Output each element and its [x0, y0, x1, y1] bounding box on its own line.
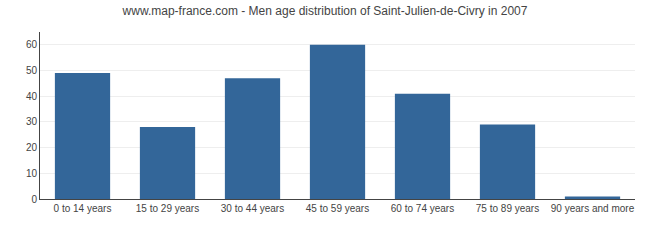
svg-text:60: 60	[26, 39, 38, 50]
svg-text:20: 20	[26, 142, 38, 153]
svg-text:0 to 14 years: 0 to 14 years	[54, 203, 112, 214]
svg-text:40: 40	[26, 91, 38, 102]
svg-text:0: 0	[31, 194, 37, 205]
svg-text:10: 10	[26, 168, 38, 179]
svg-text:75 to 89 years: 75 to 89 years	[476, 203, 539, 214]
svg-text:30: 30	[26, 116, 38, 127]
svg-text:90 years and more: 90 years and more	[551, 203, 635, 214]
svg-text:15 to 29 years: 15 to 29 years	[136, 203, 199, 214]
svg-text:45 to 59 years: 45 to 59 years	[306, 203, 369, 214]
svg-text:50: 50	[26, 65, 38, 76]
svg-text:60 to 74 years: 60 to 74 years	[391, 203, 454, 214]
svg-text:30 to 44 years: 30 to 44 years	[221, 203, 284, 214]
svg-text:www.map-france.com - Men age d: www.map-france.com - Men age distributio…	[122, 4, 528, 18]
